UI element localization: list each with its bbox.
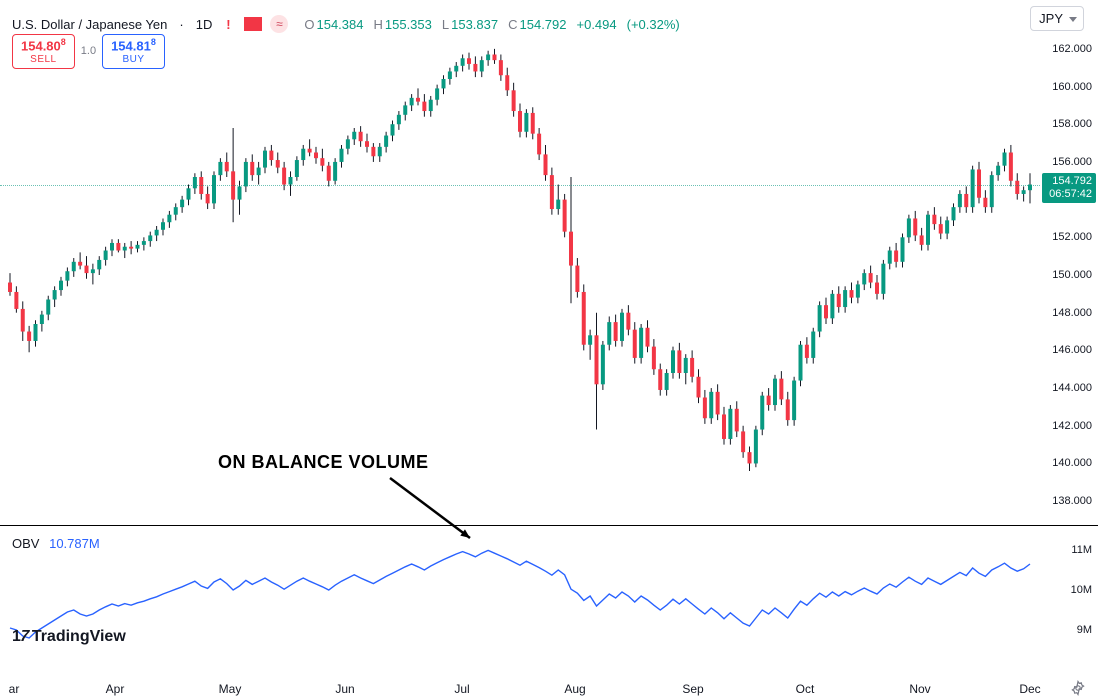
time-axis[interactable]: ar Apr May Jun Jul Aug Sep Oct Nov Dec [0,676,1040,700]
obv-tick: 11M [1071,544,1092,556]
price-tick: 158.000 [1052,118,1092,130]
tradingview-logo[interactable]: 17 TradingView [12,628,126,646]
price-tick: 140.000 [1052,457,1092,469]
price-tick: 156.000 [1052,156,1092,168]
obv-tick: 10M [1071,584,1092,596]
current-price-value: 154.792 [1046,175,1092,188]
current-price-badge: 154.792 06:57:42 [1042,173,1096,203]
time-tick: May [219,682,242,696]
time-tick: ar [9,682,20,696]
obv-axis[interactable]: 9M 10M 11M [1040,530,1098,650]
price-chart[interactable] [0,30,1040,520]
price-tick: 146.000 [1052,344,1092,356]
tv-mark-icon: 17 [12,628,28,646]
time-tick: Jun [335,682,354,696]
currency-dropdown[interactable]: JPY [1030,6,1084,31]
flag-icon[interactable] [244,17,262,31]
price-tick: 144.000 [1052,382,1092,394]
time-tick: Apr [106,682,125,696]
obv-chart[interactable] [0,530,1040,650]
time-tick: Sep [682,682,703,696]
pane-divider[interactable] [0,525,1098,526]
obv-tick: 9M [1077,624,1092,636]
time-tick: Nov [909,682,930,696]
time-tick: Dec [1019,682,1040,696]
price-tick: 162.000 [1052,43,1092,55]
annotation-label: ON BALANCE VOLUME [218,452,429,473]
countdown-value: 06:57:42 [1046,188,1092,201]
chart-settings-icon[interactable] [1070,680,1086,696]
current-price-line [0,185,1040,186]
price-tick: 160.000 [1052,81,1092,93]
time-tick: Jul [454,682,469,696]
price-axis[interactable]: 138.000 140.000 142.000 144.000 146.000 148.0… [1040,30,1098,520]
time-tick: Oct [796,682,815,696]
price-tick: 142.000 [1052,420,1092,432]
price-tick: 138.000 [1052,495,1092,507]
price-tick: 152.000 [1052,231,1092,243]
annotation-arrow [384,472,476,544]
price-tick: 150.000 [1052,269,1092,281]
tv-logo-text: TradingView [32,628,126,646]
time-tick: Aug [564,682,585,696]
price-tick: 148.000 [1052,307,1092,319]
currency-value: JPY [1039,11,1063,26]
